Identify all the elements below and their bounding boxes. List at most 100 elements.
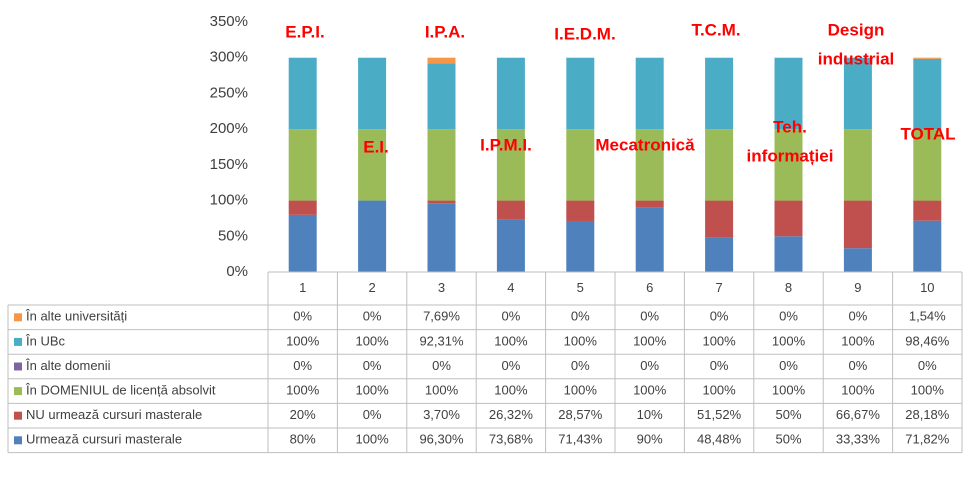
bar-segment [913,57,942,59]
table-cell: 0% [779,309,798,324]
y-tick-label: 300% [210,49,248,66]
table-cell: 92,31% [419,333,464,348]
bar-segment [705,200,734,238]
y-tick-label: 150% [210,156,248,173]
table-cell: 100% [633,333,667,348]
table-cell: 0% [710,358,729,373]
y-tick-label: 350% [210,13,248,30]
table-cell: 26,32% [489,407,534,422]
table-cell: 90% [637,432,663,447]
table-cell: 100% [494,383,528,398]
annotation: industrial [818,49,895,68]
table-cell: 0% [640,309,659,324]
legend-label: În alte universități [25,309,127,324]
bar-segment [288,214,317,272]
table-cell: 50% [775,407,801,422]
table-cell: 7,69% [423,309,460,324]
table-cell: 0% [363,407,382,422]
legend-swatch [14,362,22,371]
table-cell: 1,54% [909,309,946,324]
bar-segment [427,200,456,204]
table-cell: 0% [293,358,312,373]
annotation: Teh. [773,117,807,136]
bar-segment [705,237,734,272]
x-tick-label: 8 [785,280,792,295]
table-cell: 51,52% [697,407,742,422]
bar-segment [427,129,456,201]
legend-swatch [14,313,22,322]
table-cell: 0% [363,358,382,373]
y-tick-label: 100% [210,192,248,209]
legend-swatch [14,436,22,445]
legend-swatch [14,387,22,396]
table-cell: 0% [293,309,312,324]
table-cell: 100% [425,383,459,398]
bar-segment [427,63,456,130]
bar-segment [358,200,387,272]
legend-label: Urmează cursuri masterale [26,432,182,447]
table-cell: 66,67% [836,407,881,422]
table-cell: 71,43% [558,432,603,447]
bar-segment [635,129,664,201]
table-cell: 0% [710,309,729,324]
bar-segment [843,248,872,272]
bar-segment [288,129,317,201]
annotation: T.C.M. [691,20,740,39]
bar-segment [843,129,872,201]
x-tick-label: 7 [715,280,722,295]
legend-label: NU urmează cursuri masterale [26,407,202,422]
table-cell: 0% [779,358,798,373]
x-tick-label: 6 [646,280,653,295]
legend-label: În UBc [25,333,66,348]
bar-segment [566,57,595,130]
bar-segment [705,57,734,130]
table-cell: 0% [571,309,590,324]
bar-segment [496,200,525,220]
annotation: Mecatronică [595,135,695,154]
table-cell: 3,70% [423,407,460,422]
x-tick-label: 1 [299,280,306,295]
bar-segment [774,200,803,237]
table-cell: 100% [355,333,389,348]
table-cell: 100% [286,383,320,398]
annotation: E.I. [363,137,389,156]
table-cell: 100% [772,383,806,398]
x-tick-label: 2 [368,280,375,295]
annotation: I.E.D.M. [554,24,615,43]
annotation: informației [747,146,834,165]
table-cell: 0% [502,358,521,373]
table-cell: 28,57% [558,407,603,422]
table-cell: 100% [702,333,736,348]
bar-segment [496,57,525,130]
bar-segment [635,57,664,130]
table-cell: 100% [772,333,806,348]
annotation: Design [828,20,885,39]
bar-segment [496,129,525,201]
table-cell: 0% [849,358,868,373]
bar-segment [705,129,734,201]
legend-label: În alte domenii [25,358,111,373]
bar-segment [427,203,456,272]
bar-segment [913,220,942,272]
table-cell: 0% [571,358,590,373]
bar-segment [288,200,317,215]
table-cell: 48,48% [697,432,742,447]
bar-segment [566,220,595,272]
table-cell: 100% [841,333,875,348]
annotation: I.P.A. [425,22,465,41]
table-cell: 0% [918,358,937,373]
table-cell: 10% [637,407,663,422]
bar-segment [913,129,942,201]
table-cell: 0% [502,309,521,324]
table-cell: 100% [494,333,528,348]
bar-segment [774,129,803,201]
table-cell: 0% [432,358,451,373]
annotation: E.P.I. [285,22,324,41]
table-cell: 50% [775,432,801,447]
table-cell: 0% [849,309,868,324]
y-tick-label: 250% [210,84,248,101]
table-cell: 0% [640,358,659,373]
table-cell: 100% [911,383,945,398]
y-tick-label: 0% [226,263,248,280]
table-cell: 96,30% [419,432,464,447]
